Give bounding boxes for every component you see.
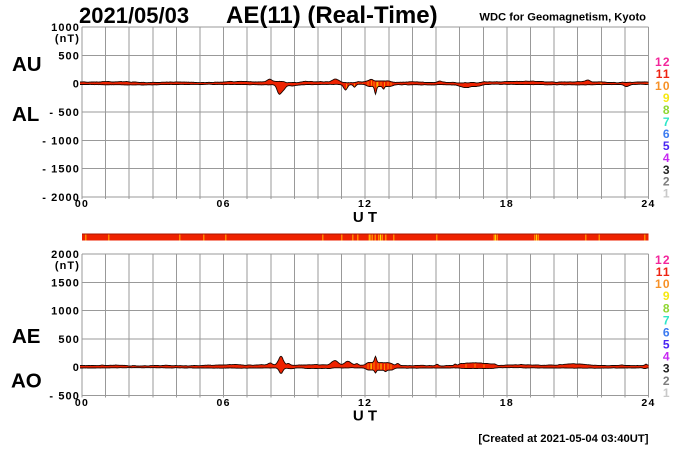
- svg-text:3: 3: [663, 362, 671, 376]
- svg-text:12: 12: [358, 397, 372, 409]
- svg-text:3: 3: [663, 163, 671, 177]
- svg-text:- 1500: - 1500: [42, 164, 80, 176]
- svg-text:2: 2: [663, 175, 671, 189]
- svg-text:00: 00: [75, 198, 89, 210]
- svg-text:1000: 1000: [51, 22, 80, 34]
- svg-text:10: 10: [655, 277, 671, 291]
- svg-text:06: 06: [216, 198, 230, 210]
- svg-text:12: 12: [655, 253, 671, 267]
- svg-text:24: 24: [641, 198, 655, 210]
- svg-text:(nT): (nT): [55, 33, 80, 45]
- svg-text:1: 1: [663, 386, 671, 400]
- svg-text:- 500: - 500: [49, 390, 80, 402]
- svg-text:9: 9: [663, 289, 671, 303]
- svg-text:0: 0: [73, 79, 80, 91]
- svg-text:11: 11: [656, 265, 671, 279]
- svg-text:2: 2: [663, 374, 671, 388]
- svg-text:- 500: - 500: [49, 107, 80, 119]
- svg-text:5: 5: [663, 139, 671, 153]
- svg-text:0: 0: [73, 362, 80, 374]
- svg-text:06: 06: [216, 397, 230, 409]
- svg-text:00: 00: [75, 397, 89, 409]
- svg-text:[Created at 2021-05-04 03:40UT: [Created at 2021-05-04 03:40UT]: [478, 433, 648, 445]
- svg-text:1500: 1500: [51, 277, 80, 289]
- svg-text:10: 10: [655, 79, 671, 93]
- svg-text:AO: AO: [11, 370, 42, 393]
- svg-text:5: 5: [663, 338, 671, 352]
- svg-text:- 2000: - 2000: [42, 192, 80, 204]
- svg-text:- 1000: - 1000: [42, 135, 80, 147]
- svg-text:(nT): (nT): [55, 260, 80, 272]
- svg-text:18: 18: [500, 198, 514, 210]
- svg-text:4: 4: [663, 350, 671, 364]
- svg-text:4: 4: [663, 151, 671, 165]
- svg-text:1000: 1000: [51, 306, 80, 318]
- svg-text:U T: U T: [353, 408, 377, 425]
- svg-text:8: 8: [663, 301, 671, 315]
- svg-text:18: 18: [500, 397, 514, 409]
- svg-text:1: 1: [663, 187, 671, 201]
- svg-text:AE: AE: [12, 325, 40, 348]
- svg-text:2000: 2000: [51, 249, 80, 261]
- svg-text:500: 500: [58, 334, 80, 346]
- svg-text:7: 7: [663, 313, 671, 327]
- svg-text:9: 9: [663, 91, 671, 105]
- svg-text:12: 12: [655, 55, 671, 69]
- svg-text:6: 6: [663, 127, 671, 141]
- svg-text:24: 24: [641, 397, 655, 409]
- svg-text:2021/05/03: 2021/05/03: [79, 3, 189, 28]
- svg-text:7: 7: [663, 115, 671, 129]
- svg-text:U T: U T: [353, 209, 377, 226]
- svg-text:WDC for Geomagnetism, Kyoto: WDC for Geomagnetism, Kyoto: [479, 12, 646, 24]
- svg-text:6: 6: [663, 325, 671, 339]
- svg-text:500: 500: [58, 50, 80, 62]
- svg-text:AU: AU: [12, 53, 42, 76]
- svg-text:AE(11) (Real-Time): AE(11) (Real-Time): [226, 2, 438, 29]
- svg-text:11: 11: [656, 67, 671, 81]
- svg-text:8: 8: [663, 103, 671, 117]
- svg-text:12: 12: [358, 198, 372, 210]
- svg-text:AL: AL: [12, 103, 39, 126]
